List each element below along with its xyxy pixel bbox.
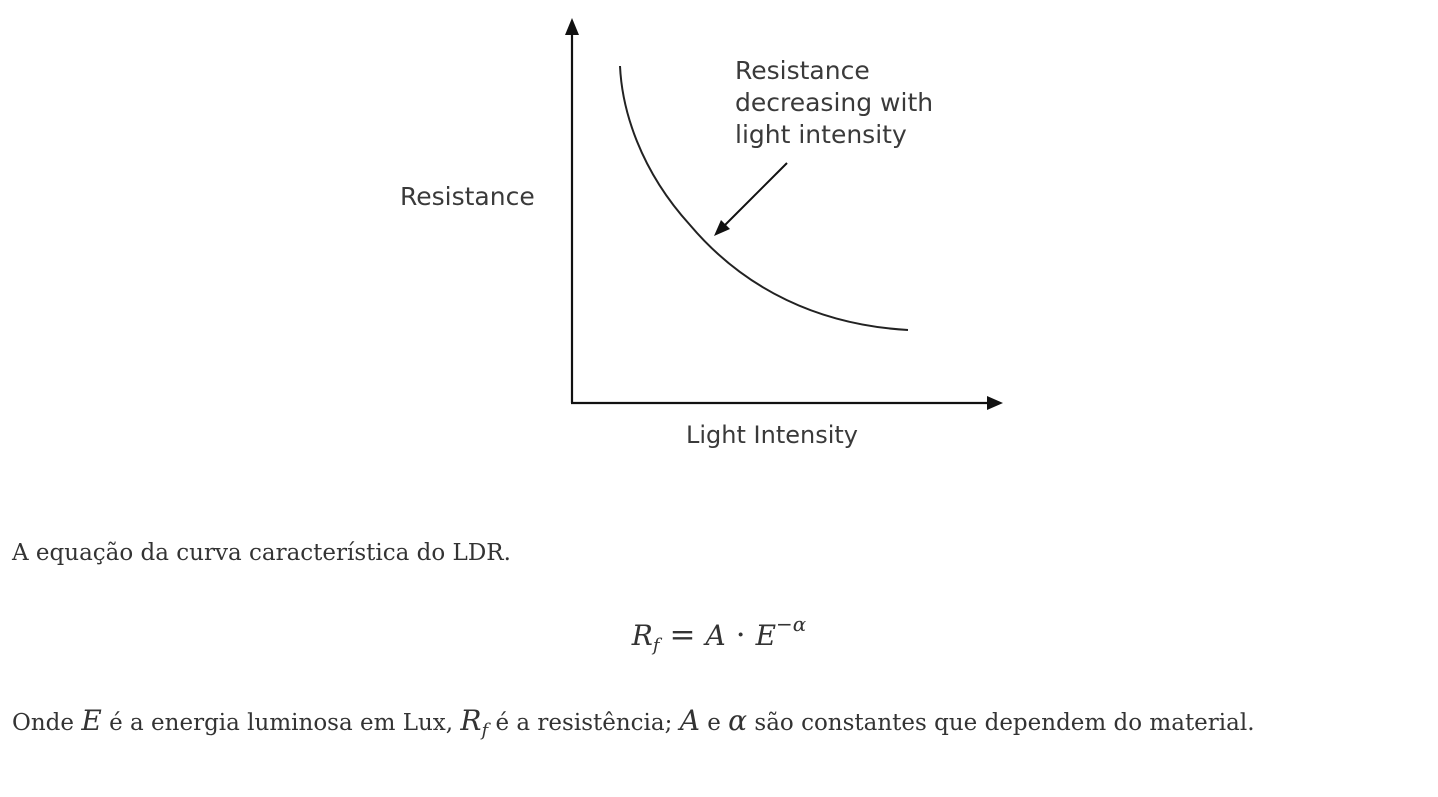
desc-text-2: é a energia luminosa em Lux, (101, 710, 461, 736)
eq-dot: · (735, 617, 746, 653)
annotation-arrow (719, 162, 788, 231)
desc-var-e: E (81, 704, 102, 737)
eq-exponent: −α (776, 612, 807, 636)
ldr-characteristic-figure: Resistance Light Intensity Resistance de… (400, 18, 1003, 449)
desc-var-alpha: α (728, 704, 748, 737)
x-axis-label: Light Intensity (686, 421, 858, 449)
desc-text-1: Onde (12, 710, 82, 736)
resistance-curve (619, 65, 909, 331)
eq-lhs: R (631, 619, 653, 652)
desc-var-r-subscript: f (481, 720, 489, 741)
annotation-line-1: Resistance (735, 56, 870, 85)
eq-lhs-subscript: f (652, 635, 660, 656)
annotation-arrowhead (714, 220, 730, 236)
annotation-line-2: decreasing with (735, 88, 933, 117)
ldr-equation: Rf = A · E−α (0, 612, 1438, 656)
desc-text-4: e (699, 710, 729, 736)
eq-energy: E (755, 619, 777, 652)
eq-equals: = (669, 617, 696, 653)
desc-var-a: A (679, 704, 700, 737)
description-paragraph: Onde E é a energia luminosa em Lux, Rf é… (12, 700, 1426, 752)
desc-text-3: é a resistência; (488, 710, 680, 736)
annotation-line-3: light intensity (735, 120, 907, 149)
x-axis-arrowhead (987, 396, 1003, 410)
intro-paragraph: A equação da curva característica do LDR… (12, 540, 511, 566)
y-axis-arrowhead (565, 18, 579, 35)
eq-constant-a: A (705, 619, 726, 652)
y-axis-label: Resistance (400, 182, 535, 211)
desc-text-5: são constantes que dependem do material. (747, 710, 1255, 736)
desc-var-r: R (460, 704, 482, 737)
